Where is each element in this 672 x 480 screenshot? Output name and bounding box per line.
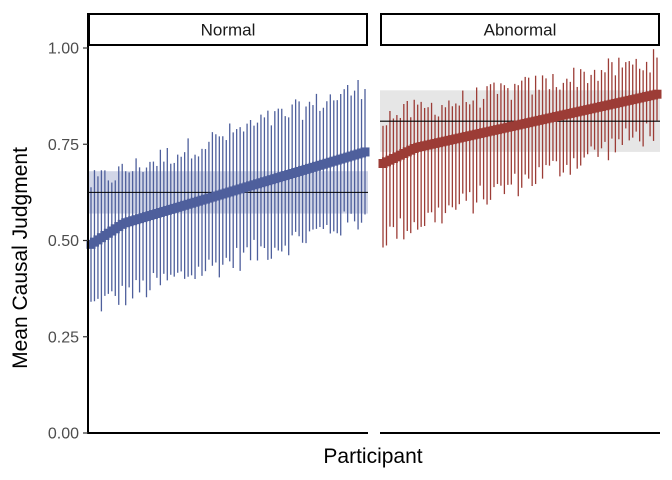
- facet-panel-abnormal: Abnormal: [378, 13, 662, 434]
- facet-strip-label: Normal: [201, 21, 256, 40]
- y-tick-label: 0.75: [48, 137, 79, 154]
- y-axis: 0.00 0.25 0.50 0.75 1.00: [48, 13, 89, 443]
- facet-strip: [380, 13, 660, 46]
- participant-points: [86, 147, 370, 249]
- y-axis-title: Mean Causal Judgment: [9, 147, 32, 369]
- y-tick-label: 0.25: [48, 329, 79, 346]
- facet-panel-normal: Normal: [86, 13, 370, 434]
- y-tick-label: 0.00: [48, 426, 79, 443]
- error-bars: [382, 49, 658, 248]
- participant-mean-point: [652, 89, 662, 99]
- y-tick-label: 0.50: [48, 233, 79, 250]
- participant-points: [378, 89, 662, 168]
- x-axis-title: Participant: [323, 445, 422, 468]
- chart-panels: Normal Abnormal: [86, 13, 662, 434]
- y-tick-label: 1.00: [48, 41, 79, 58]
- participant-mean-point: [360, 147, 370, 157]
- facet-strip-label: Abnormal: [484, 21, 557, 40]
